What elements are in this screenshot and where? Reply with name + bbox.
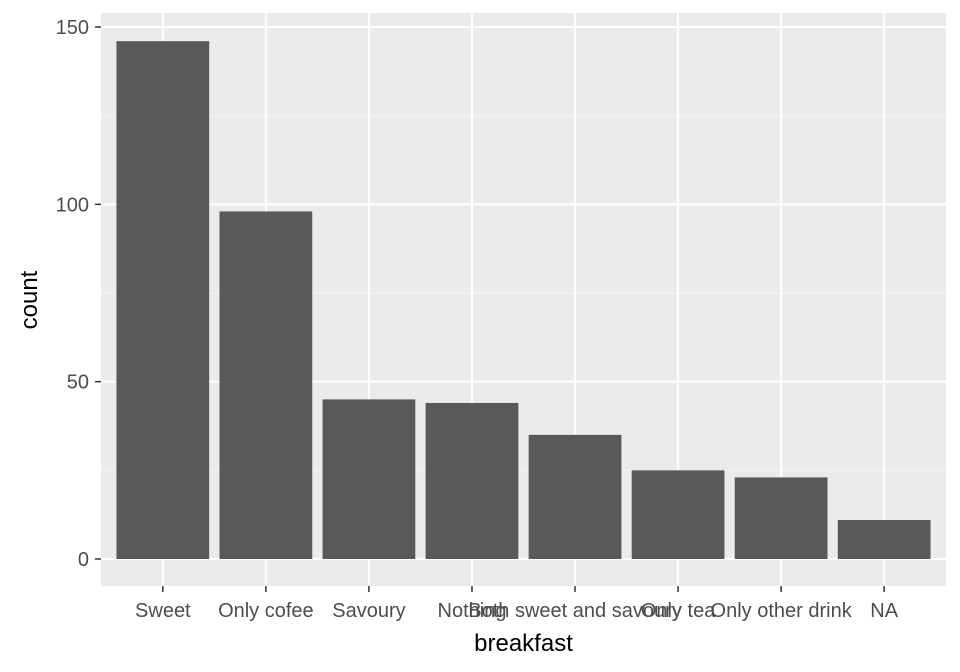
x-axis-title: breakfast bbox=[474, 630, 573, 657]
y-tick-label: 150 bbox=[56, 17, 89, 39]
y-tick-label: 100 bbox=[56, 194, 89, 216]
bar-both-sweet-and-savoury bbox=[528, 434, 622, 559]
x-tick-label: Both sweet and savoury bbox=[468, 600, 681, 622]
bar-savoury bbox=[322, 399, 416, 559]
bar-only-tea bbox=[631, 470, 725, 559]
x-tick-label: Savoury bbox=[332, 600, 405, 622]
y-tick-label: 0 bbox=[78, 549, 89, 571]
y-tick-label: 50 bbox=[67, 372, 89, 394]
x-tick-label: Nothing bbox=[438, 600, 507, 622]
x-tick-label: NA bbox=[870, 600, 898, 622]
x-tick-label: Sweet bbox=[135, 600, 191, 622]
bars bbox=[116, 41, 931, 560]
bar-na bbox=[837, 519, 931, 559]
y-axis: 0 50 100 150 bbox=[56, 17, 101, 571]
x-tick-label: Only other drink bbox=[711, 600, 853, 622]
bar-nothing bbox=[425, 402, 519, 559]
bar-sweet bbox=[116, 41, 210, 560]
x-tick-label: Only tea bbox=[641, 600, 716, 622]
x-tick-label: Only cofee bbox=[218, 600, 314, 622]
bar-only-other-drink bbox=[734, 477, 828, 559]
bar-only-cofee bbox=[219, 211, 313, 559]
y-axis-title: count bbox=[16, 270, 43, 329]
